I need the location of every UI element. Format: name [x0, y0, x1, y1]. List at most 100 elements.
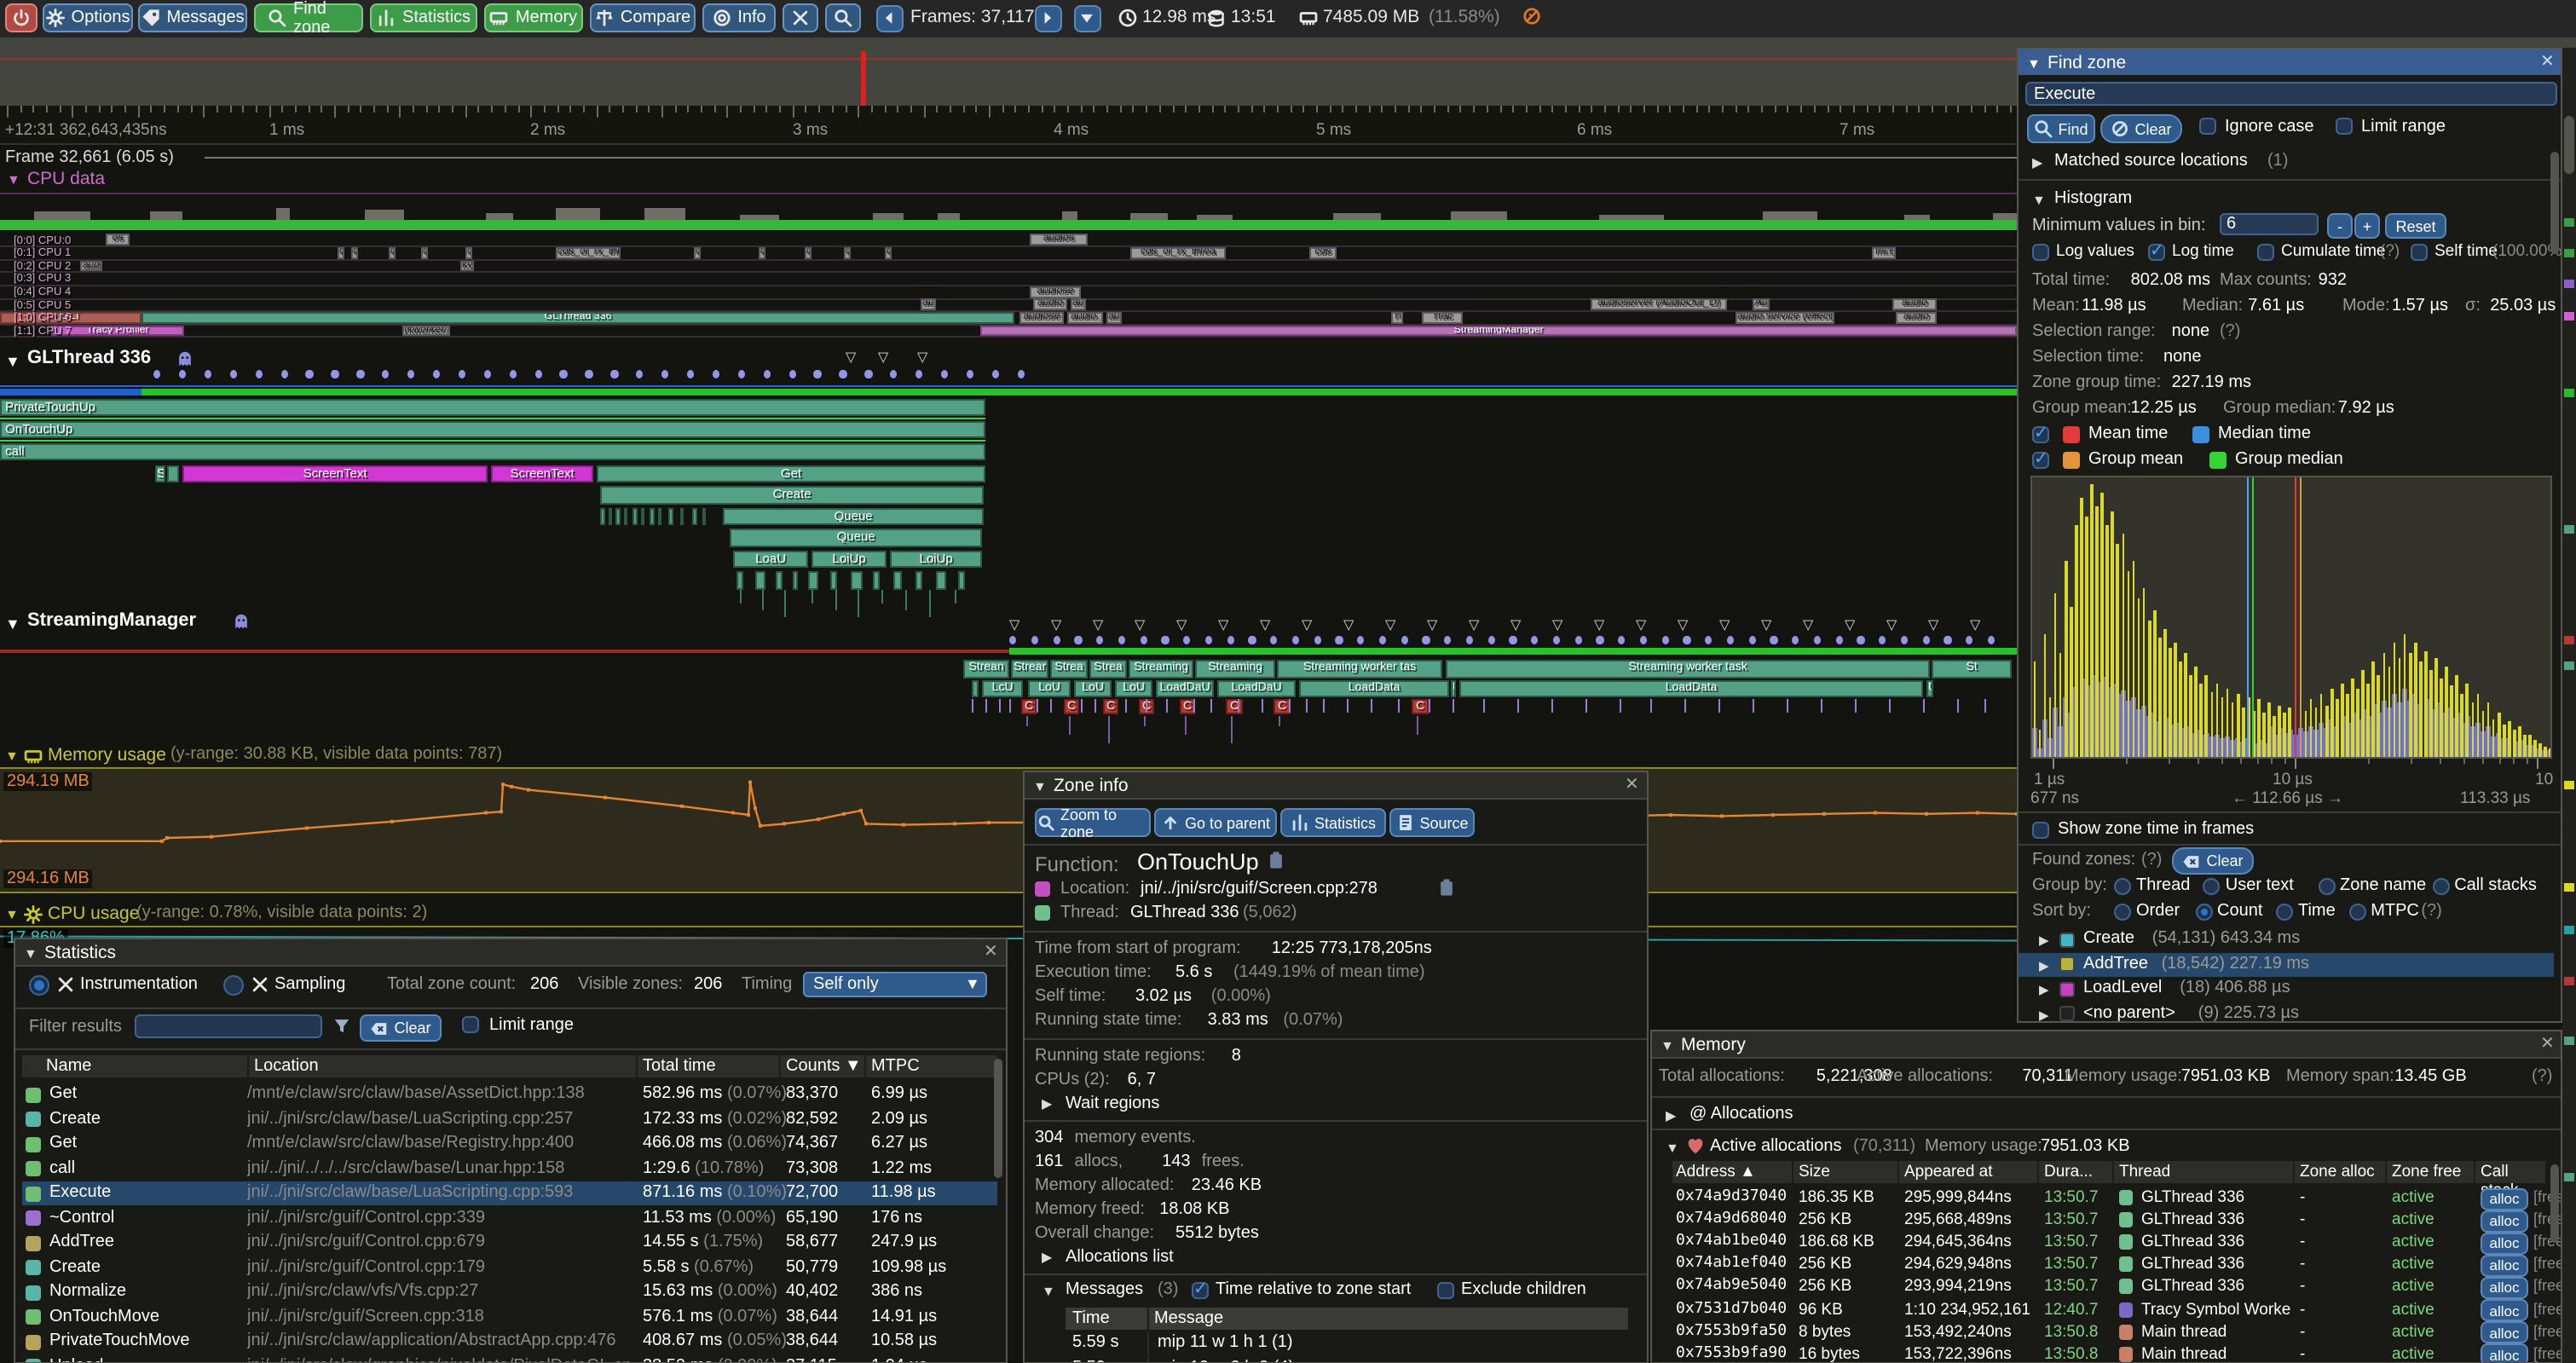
- group-by-radio-zone-name[interactable]: [2318, 878, 2335, 895]
- timeline-zone[interactable]: [755, 571, 765, 589]
- tools-button[interactable]: [783, 3, 818, 32]
- timeline-zone[interactable]: audiose: [1030, 286, 1081, 298]
- panel-titlebar[interactable]: [1025, 772, 1647, 800]
- filter-input[interactable]: [135, 1014, 322, 1038]
- timeline-zone[interactable]: OnTouchUp: [0, 420, 985, 438]
- table-row[interactable]: 0x74a9d68040 256 KB 295,668,489ns 13:50.7 GL…: [1672, 1209, 2561, 1233]
- timeline-zone[interactable]: LcU: [982, 679, 1023, 697]
- timeline-zone[interactable]: [650, 507, 655, 525]
- find-zone-button[interactable]: Find zone: [254, 0, 363, 37]
- timeline-zone[interactable]: U: [1451, 679, 1456, 697]
- timeline-zone[interactable]: [632, 507, 638, 525]
- timeline-zone[interactable]: c: [338, 247, 344, 259]
- column-header-zone-free[interactable]: Zone free: [2392, 1163, 2462, 1181]
- memory-button[interactable]: Memory: [484, 3, 583, 32]
- timeline-zone[interactable]: [776, 571, 783, 589]
- timeline-zone[interactable]: C: [1103, 699, 1118, 714]
- group-mean-checkbox[interactable]: [2032, 450, 2049, 469]
- timeline-zone[interactable]: au: [921, 298, 936, 311]
- found-zone-row[interactable]: ▶ <no parent> (9) 225.73 µs: [2019, 1002, 2554, 1021]
- stats-scrollbar[interactable]: [994, 1059, 1002, 1178]
- timeline-zone[interactable]: C: [1226, 699, 1243, 714]
- timeline-zone[interactable]: [972, 679, 979, 697]
- column-header-total-time[interactable]: Total time: [643, 1057, 716, 1076]
- timeline-zone[interactable]: kv: [460, 260, 474, 272]
- table-row[interactable]: AddTree jni/../jni/src/guif/Control.cpp:6…: [22, 1231, 997, 1255]
- timeline-zone[interactable]: Strean: [963, 660, 1009, 678]
- close-icon[interactable]: ✕: [2540, 1035, 2555, 1054]
- statistics-button[interactable]: Statistics: [1280, 808, 1386, 837]
- found-zone-row[interactable]: ▶ LoadLevel (18) 406.88 µs: [2019, 977, 2554, 1001]
- timeline-zone[interactable]: audio: [1033, 298, 1067, 311]
- timeline-zone[interactable]: c: [844, 247, 851, 259]
- timeline-zone[interactable]: aut: [1106, 312, 1122, 324]
- table-row[interactable]: 0x74ab9e5040 256 KB 293,994,219ns 13:50.7 GL…: [1672, 1276, 2561, 1299]
- show-zone-time-checkbox[interactable]: [2032, 822, 2049, 839]
- options-button[interactable]: Options: [43, 3, 133, 32]
- min-bin-plus-button[interactable]: +: [2354, 213, 2380, 239]
- table-row[interactable]: Execute jni/../jni/src/claw/base/LuaScrip…: [22, 1181, 997, 1205]
- timeline-zone[interactable]: Streaming worker task: [1446, 660, 1930, 678]
- table-row[interactable]: Create jni/../jni/src/guif/Control.cpp:17…: [22, 1256, 997, 1279]
- panel-titlebar[interactable]: [15, 939, 1006, 967]
- allocations-section-label[interactable]: @ Allocations: [1689, 1105, 1793, 1123]
- group-by-radio-thread[interactable]: [2114, 878, 2131, 895]
- timeline-zone[interactable]: [680, 507, 684, 525]
- alloc-callstack-button[interactable]: alloc: [2481, 1299, 2528, 1321]
- timeline-zone[interactable]: Streaming: [1195, 660, 1275, 678]
- column-header-thread[interactable]: Thread: [2119, 1163, 2171, 1181]
- timeline-zone[interactable]: aut: [1071, 298, 1086, 311]
- timeline-zone[interactable]: St: [1932, 660, 2012, 678]
- timeline-zone[interactable]: LoaU: [733, 550, 808, 568]
- filter-clear-button[interactable]: Clear: [360, 1014, 442, 1042]
- column-header-dura-[interactable]: Dura...: [2044, 1163, 2094, 1181]
- timeline-zone[interactable]: [893, 571, 902, 589]
- sort-by-radio-count[interactable]: [2195, 904, 2212, 921]
- timeline-zone[interactable]: Tracy Profiler: [51, 325, 184, 337]
- timeline-zone[interactable]: [658, 507, 661, 525]
- column-header-mtpc[interactable]: MTPC: [871, 1057, 920, 1076]
- timeline-zone[interactable]: ScreenText: [182, 465, 488, 482]
- close-icon[interactable]: ✕: [2540, 53, 2555, 72]
- timeline-zone[interactable]: cds_ol_rx_threa: [1130, 247, 1226, 259]
- memory-scrollbar[interactable]: [2550, 1164, 2559, 1243]
- timeline-zone[interactable]: call: [0, 442, 985, 460]
- table-row[interactable]: Normalize jni/../jni/src/claw/vfs/Vfs.cpp…: [22, 1280, 997, 1304]
- timeline-zone[interactable]: C: [1412, 699, 1429, 714]
- limit-range-checkbox[interactable]: [462, 1016, 479, 1033]
- messages-col-time[interactable]: Time: [1072, 1309, 1110, 1328]
- timeline-zone[interactable]: [167, 465, 179, 482]
- alloc-callstack-button[interactable]: alloc: [2481, 1276, 2528, 1299]
- alloc-callstack-button[interactable]: alloc: [2481, 1321, 2528, 1344]
- timeline-zone[interactable]: Ti: [1391, 312, 1403, 324]
- timeline-zone[interactable]: c: [465, 247, 472, 259]
- table-row[interactable]: OnTouchMove jni/../jni/src/guif/Screen.cp…: [22, 1305, 997, 1329]
- search-input[interactable]: Execute: [2025, 82, 2557, 106]
- timeline-zone[interactable]: PrivateTouchUp: [0, 398, 985, 416]
- timeline-zone[interactable]: c: [805, 247, 811, 259]
- found-clear-button[interactable]: Clear: [2172, 847, 2254, 875]
- timeline-zone[interactable]: GLThread 336: [142, 312, 1014, 324]
- timeline-zone[interactable]: Create: [600, 486, 984, 504]
- allocations-list-label[interactable]: Allocations list: [1066, 1248, 1174, 1267]
- timeline-zone[interactable]: c: [351, 247, 358, 259]
- timeline-zone[interactable]: [600, 507, 605, 525]
- column-header-appeared-at[interactable]: Appeared at: [1904, 1163, 1993, 1181]
- scrollbar-thumb[interactable]: [2564, 116, 2574, 174]
- timeline-zone[interactable]: c: [389, 247, 396, 259]
- log-time-checkbox[interactable]: [2148, 242, 2165, 261]
- timeline-scrollbar[interactable]: [2562, 48, 2576, 1363]
- timeline-zone[interactable]: [808, 571, 818, 589]
- timeline-zone[interactable]: StreamingManager: [980, 325, 2017, 337]
- messages-label[interactable]: Messages: [1066, 1280, 1144, 1299]
- timeline-zone[interactable]: os: [106, 234, 130, 246]
- timeline-zone[interactable]: audioserver (AudioOut_D): [1591, 298, 1727, 311]
- timeline-zone[interactable]: [736, 571, 743, 589]
- frames-next-button[interactable]: [1035, 5, 1062, 32]
- timeline-zone[interactable]: [873, 571, 880, 589]
- table-row[interactable]: Get/mnt/e/claw/src/claw/base/AssetDict.h…: [22, 1083, 997, 1106]
- timeline-zone[interactable]: cds: [1309, 247, 1337, 259]
- frames-dropdown-button[interactable]: [1074, 5, 1101, 32]
- power-button[interactable]: [5, 3, 38, 32]
- timeline-zone[interactable]: [958, 571, 965, 589]
